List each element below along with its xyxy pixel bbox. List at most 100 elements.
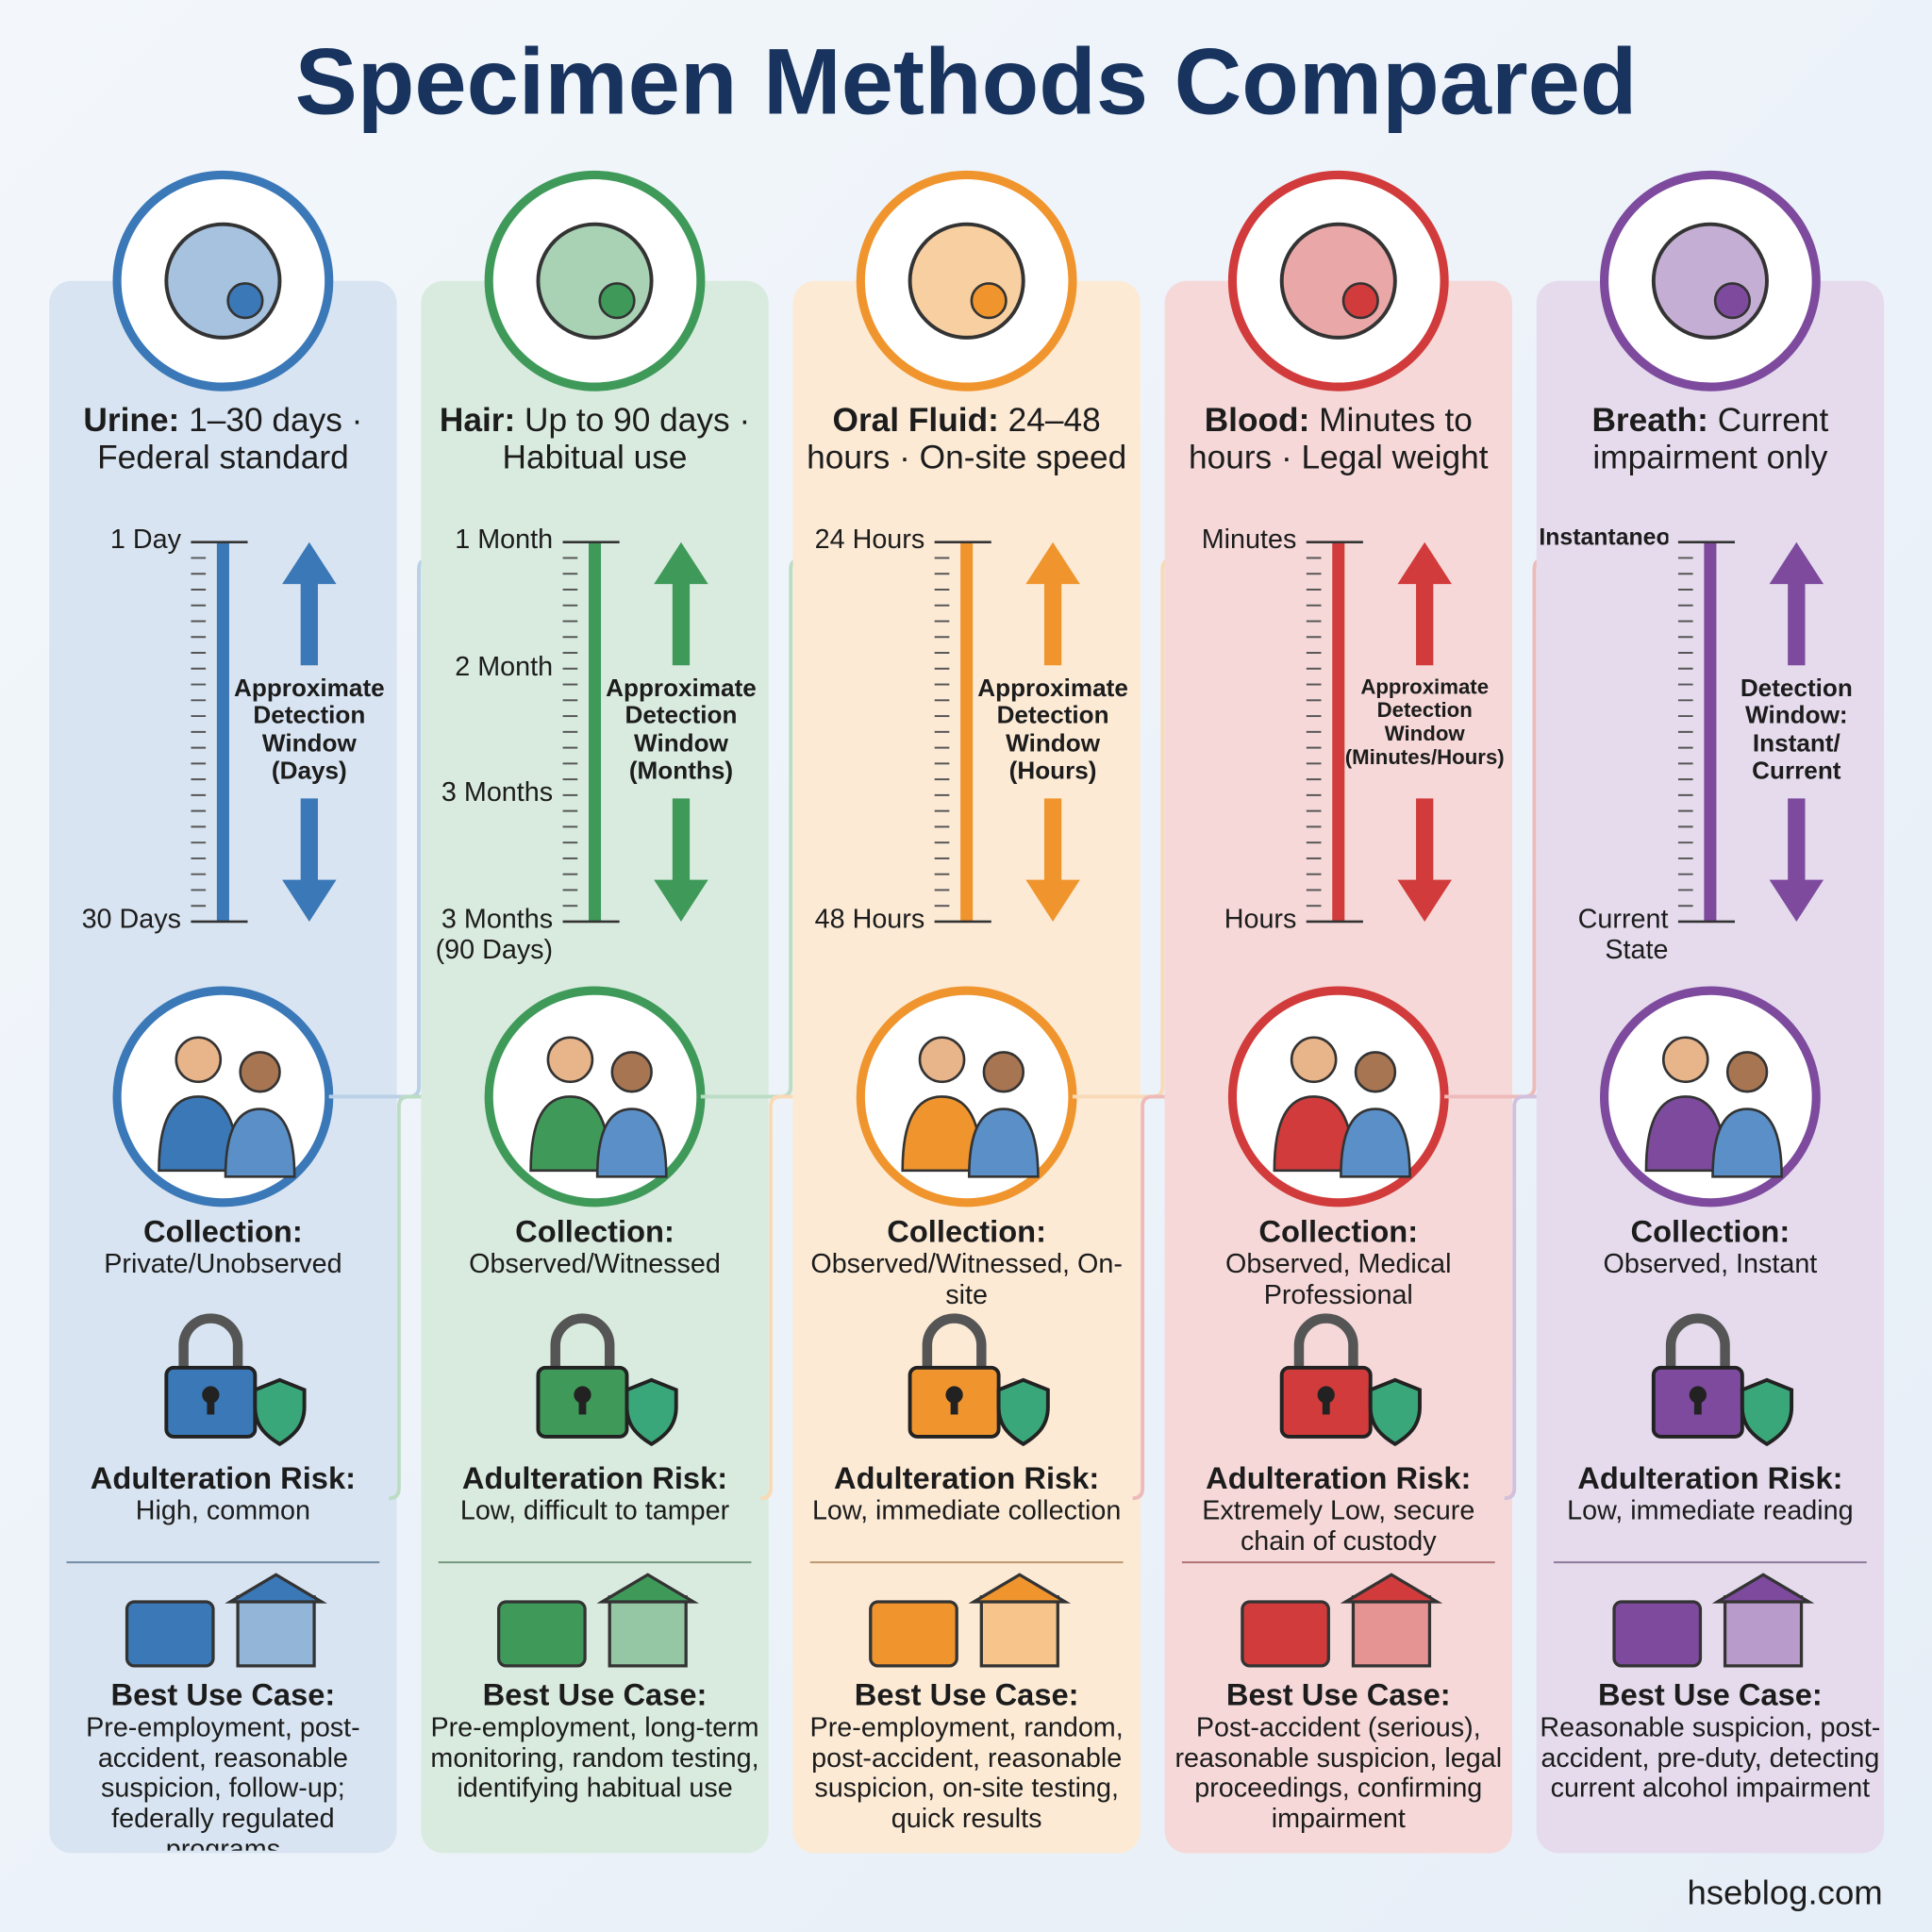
scale-label-box: 2 Month: [424, 651, 553, 681]
scale-label: 30 Days: [81, 904, 181, 935]
window-label: Approximate Detection Window (Months): [595, 675, 768, 786]
method-name: Oral Fluid:: [832, 401, 999, 439]
summary: Breath: Current impairment only: [1541, 402, 1879, 476]
collection-text: Private/Unobserved: [104, 1248, 342, 1279]
best-use-title: Best Use Case:: [110, 1677, 336, 1713]
adulteration-box: Adulteration Risk: High, common: [57, 1461, 390, 1526]
best-use-text: Reasonable suspicion, post-accident, pre…: [1540, 1711, 1881, 1804]
keyhole: [202, 1386, 220, 1404]
person-head: [1354, 1051, 1397, 1093]
arrow-up: [1769, 541, 1824, 666]
scale-label-text: 48 Hours: [814, 904, 925, 935]
use-icon: [125, 1600, 215, 1668]
window-label-box: Approximate Detection Window (Days): [223, 675, 395, 786]
column: [1164, 170, 1605, 1854]
window-label: Approximate Detection Window (Minutes/Ho…: [1345, 675, 1505, 769]
collection: Collection:Observed/Witnessed: [469, 1214, 721, 1279]
method-summary: Up to 90 days · Habitual use: [502, 401, 751, 476]
person-body: [1711, 1108, 1783, 1178]
best-use-title: Best Use Case:: [482, 1677, 708, 1713]
footer: hseblog.com: [1687, 1873, 1882, 1911]
scale-label-text: 24 Hours: [814, 525, 925, 555]
scale-label: 1 Month: [455, 525, 553, 554]
header-icon: [536, 222, 654, 340]
connector: [1504, 1094, 1605, 1501]
adulteration-text: Low, difficult to tamper: [459, 1494, 730, 1525]
adulteration-text: Low, immediate reading: [1567, 1494, 1854, 1525]
person-head: [1725, 1051, 1769, 1093]
adulteration-text: High, common: [135, 1494, 311, 1525]
arrow-down: [654, 798, 708, 922]
summary-box: Urine: 1–30 days · Federal standard: [54, 402, 391, 476]
arrow-down: [1025, 798, 1080, 922]
person-head: [239, 1051, 281, 1093]
scale-label-text: Instantaneous: [1539, 525, 1669, 551]
best-use: Best Use Case:Pre-employment, post-accid…: [52, 1678, 394, 1851]
collection-title: Collection:: [515, 1214, 675, 1250]
header-icon: [1279, 222, 1397, 340]
scale-label-box: 3 Months (90 Days): [424, 904, 554, 965]
scale-label-box: 24 Hours: [795, 525, 925, 555]
collection: Collection:Observed, Instant: [1603, 1215, 1817, 1278]
window-label-box: Approximate Detection Window (Hours): [967, 675, 1140, 786]
best-use-text: Pre-employment, post-accident, reasonabl…: [86, 1711, 360, 1851]
shield: [625, 1377, 678, 1447]
adulteration-title: Adulteration Risk:: [461, 1461, 728, 1496]
header-icon-dot: [1713, 282, 1751, 320]
scale-label: 3 Months: [441, 778, 553, 808]
arrow-up: [1025, 541, 1080, 666]
best-use: Best Use Case:Pre-employment, long-term …: [430, 1677, 758, 1803]
scale-label: 24 Hours: [795, 525, 925, 555]
person-head: [918, 1036, 966, 1084]
adulteration-title: Adulteration Risk:: [1577, 1461, 1843, 1496]
window-label-text: Approximate Detection Window (Days): [234, 675, 385, 786]
connector: [760, 1094, 861, 1501]
scale-label-text: Hours: [1224, 904, 1297, 935]
use-icon: [1241, 1600, 1330, 1668]
adulteration-box: Adulteration Risk: Low, difficult to tamp…: [428, 1461, 761, 1526]
use-icon-roof: [596, 1573, 699, 1604]
scale-label: Instantaneous: [1539, 525, 1668, 551]
scale-label-box: Instantaneous: [1539, 525, 1668, 551]
method-summary: Minutes to hours · Legal weight: [1188, 401, 1489, 476]
collection-text: Observed/Witnessed: [469, 1248, 721, 1279]
person-head: [982, 1051, 1025, 1093]
person-head: [1290, 1036, 1338, 1084]
window-label-text: Approximate Detection Window (Hours): [977, 675, 1128, 786]
person-head: [175, 1036, 223, 1084]
scale-label-text: Minutes: [1201, 525, 1297, 555]
connector: [389, 1094, 490, 1501]
summary: Oral Fluid: 24–48 hours · On-site speed: [798, 402, 1136, 476]
lock-shackle: [922, 1313, 987, 1371]
best-use-title: Best Use Case:: [1598, 1677, 1823, 1713]
adulteration: Adulteration Risk:High, common: [57, 1461, 390, 1526]
adulteration-title: Adulteration Risk:: [1206, 1461, 1472, 1496]
keyhole: [945, 1386, 963, 1404]
window-label: Approximate Detection Window (Days): [223, 675, 395, 786]
adulteration-title: Adulteration Risk:: [834, 1461, 1100, 1496]
scale-label: 2 Month: [424, 651, 553, 681]
connector: [1132, 1094, 1233, 1501]
method-summary: 1–30 days · Federal standard: [97, 401, 363, 476]
window-label-box: Approximate Detection Window (Months): [595, 675, 768, 786]
column: [421, 170, 861, 1854]
adulteration: Adulteration Risk:Low, immediate reading: [1567, 1461, 1854, 1525]
best-use-title: Best Use Case:: [1225, 1677, 1451, 1713]
scale-label-text: 3 Months (90 Days): [435, 904, 554, 965]
method-name: Urine:: [83, 401, 180, 439]
keyhole-slot: [578, 1394, 587, 1415]
adulteration-box: Adulteration Risk: Extremely Low, secure …: [1172, 1461, 1505, 1557]
header-icon-dot: [1341, 282, 1379, 320]
scale-label: Minutes: [1201, 525, 1297, 555]
scale-label-text: 30 Days: [81, 904, 181, 935]
adulteration: Adulteration Risk:Extremely Low, secure …: [1172, 1461, 1505, 1557]
header-icon-dot: [970, 282, 1008, 320]
header-icon: [164, 222, 282, 340]
summary-box: Breath: Current impairment only: [1541, 402, 1879, 476]
best-use-box: Best Use Case: Pre-employment, post-accid…: [52, 1678, 394, 1851]
scale-label: Current State: [1578, 905, 1669, 964]
keyhole: [1689, 1386, 1707, 1404]
summary-box: Oral Fluid: 24–48 hours · On-site speed: [798, 402, 1136, 476]
method-name: Breath:: [1591, 401, 1708, 439]
